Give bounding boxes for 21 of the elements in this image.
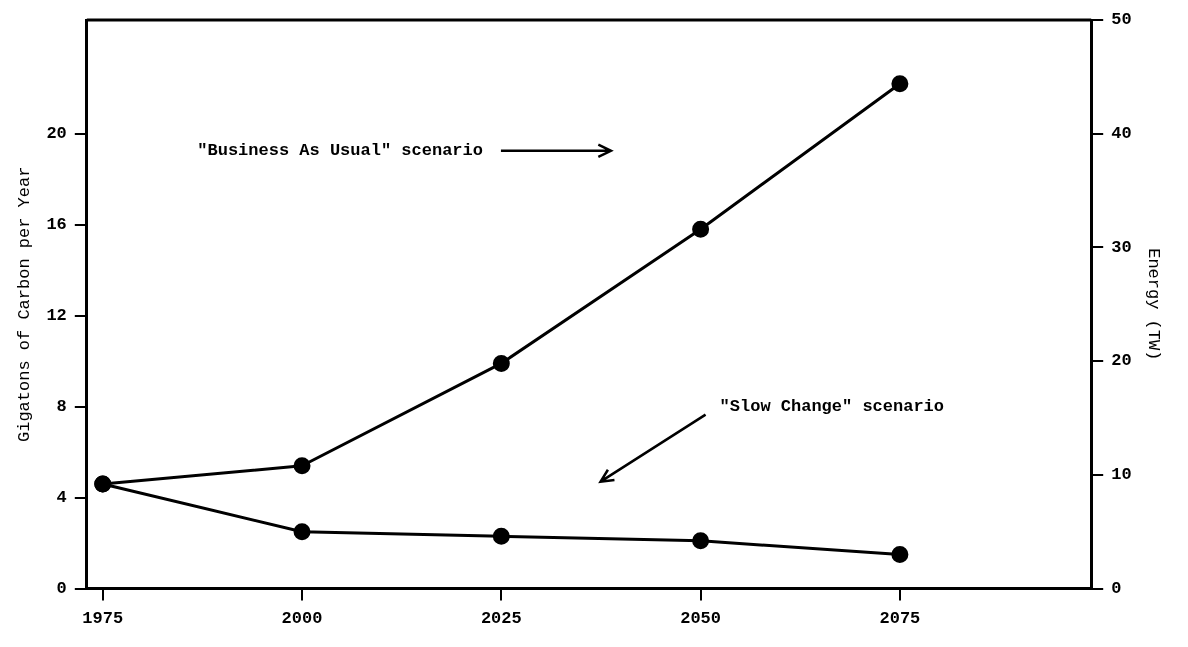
y2-tick-label: 50 xyxy=(1111,10,1132,30)
y2-tick-label: 10 xyxy=(1111,465,1132,485)
y-axis-title: Gigatons of Carbon per Year xyxy=(14,166,34,443)
x-tick-label: 2050 xyxy=(680,609,722,629)
y-tick-label: 8 xyxy=(56,396,67,416)
y2-tick-label: 40 xyxy=(1111,124,1132,143)
y-tick-label: 12 xyxy=(46,305,67,325)
x-tick-label: 1975 xyxy=(82,609,124,629)
annotation: "Slow Change" scenario xyxy=(719,396,945,416)
y-tick-label: 20 xyxy=(46,124,67,143)
annotation: "Business As Usual" scenario xyxy=(197,141,483,161)
x-tick-label: 2025 xyxy=(480,609,522,629)
y-tick-label: 0 xyxy=(56,578,67,598)
x-tick-label: 2000 xyxy=(281,609,323,629)
x-tick-label: 2075 xyxy=(879,609,921,629)
y2-tick-label: 20 xyxy=(1111,351,1132,371)
y2-axis-title: Energy (TW) xyxy=(1144,248,1164,361)
y-tick-label: 16 xyxy=(46,214,67,234)
y-tick-label: 4 xyxy=(56,487,67,507)
y2-tick-label: 30 xyxy=(1111,237,1132,257)
y2-tick-label: 0 xyxy=(1111,578,1122,598)
